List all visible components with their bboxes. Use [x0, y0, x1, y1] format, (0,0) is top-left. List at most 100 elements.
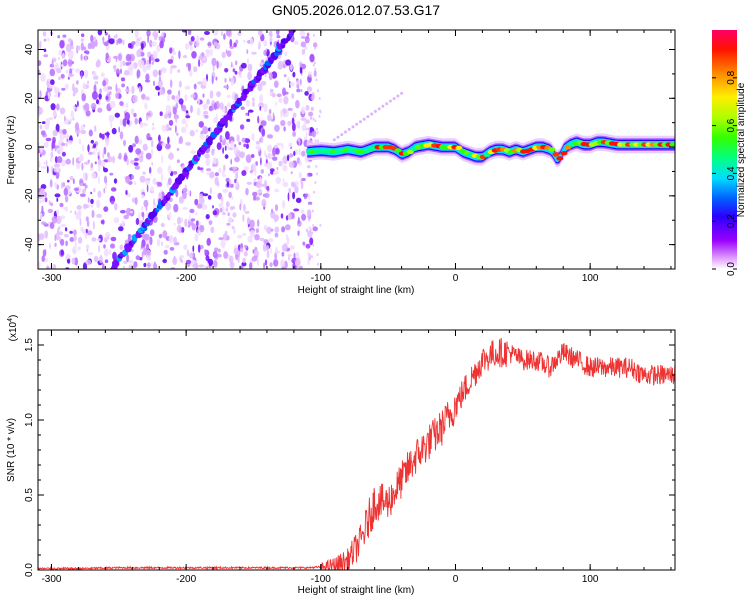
snr-xtick-label: -200	[176, 574, 196, 585]
heatmap-speckle	[139, 175, 146, 183]
heatmap-speckle	[56, 156, 63, 164]
heatmap-speckle	[201, 52, 205, 57]
heatmap-ridge-core	[564, 145, 572, 150]
heatmap-speckle	[311, 131, 316, 137]
heatmap-speckle	[288, 187, 292, 194]
heatmap-speckle	[72, 178, 75, 185]
heatmap-speckle	[318, 114, 321, 118]
heatmap-speckle	[189, 130, 195, 137]
heatmap-speckle	[240, 106, 245, 110]
heatmap-speckle	[272, 112, 275, 120]
heatmap-speckle	[255, 161, 258, 166]
heatmap-speckle	[39, 124, 43, 130]
heatmap-speckle	[306, 86, 313, 92]
heatmap-speckle	[54, 234, 57, 242]
heatmap-speckle	[248, 109, 254, 113]
heatmap-speckle	[175, 116, 178, 124]
heatmap-speckle	[62, 34, 67, 38]
heatmap-speckle	[187, 63, 191, 72]
heatmap-speckle	[282, 64, 286, 69]
heatmap-speckle	[221, 199, 224, 206]
heatmap-speckle	[274, 232, 279, 238]
heatmap-speckle	[199, 37, 205, 41]
heatmap-speckle	[143, 262, 147, 268]
heatmap-speckle	[292, 71, 296, 78]
heatmap-speckle	[67, 179, 70, 183]
heatmap-speckle	[225, 30, 231, 37]
heatmap-speckle	[64, 227, 68, 232]
heatmap-speckle	[93, 188, 96, 193]
heatmap-ridge-core	[548, 147, 556, 152]
heatmap-speckle	[105, 52, 109, 60]
heatmap-speckle	[91, 172, 96, 179]
heatmap-speckle	[197, 81, 203, 85]
heatmap-speckle	[127, 66, 132, 72]
heatmap-speckle	[228, 216, 233, 222]
heatmap-speckle	[177, 95, 180, 99]
heatmap-speckle	[105, 231, 111, 239]
heatmap-speckle	[127, 234, 132, 239]
heatmap-speckle	[58, 76, 61, 81]
heatmap-speckle	[129, 61, 132, 65]
heatmap-speckle	[94, 81, 99, 85]
heatmap-speckle	[240, 247, 244, 253]
heatmap-speckle	[81, 93, 86, 102]
heatmap-speckle	[133, 112, 137, 118]
heatmap-speckle	[303, 120, 306, 130]
heatmap-speckle	[165, 143, 171, 150]
snr-multiplier-base: (x10	[8, 321, 19, 341]
heatmap-speckle	[58, 49, 62, 56]
heatmap-speckle	[224, 230, 228, 236]
heatmap-faint-blob	[340, 133, 344, 137]
heatmap-speckle	[46, 165, 49, 174]
heatmap-speckle	[228, 76, 231, 82]
heatmap-speckle	[158, 134, 161, 142]
heatmap-speckle	[120, 209, 126, 214]
spectrogram-xtick-label: -100	[311, 273, 331, 284]
heatmap-speckle	[224, 154, 229, 159]
heatmap-speckle	[135, 217, 140, 226]
heatmap-speckle	[123, 214, 129, 220]
heatmap-speckle	[312, 226, 318, 232]
heatmap-speckle	[147, 34, 150, 44]
heatmap-speckle	[257, 30, 263, 37]
heatmap-faint-blob	[392, 97, 396, 101]
heatmap-speckle	[74, 210, 77, 216]
heatmap-speckle	[43, 54, 49, 58]
heatmap-speckle	[246, 58, 250, 64]
heatmap-speckle	[98, 149, 101, 157]
heatmap-speckle	[176, 216, 182, 225]
heatmap-speckle	[158, 75, 162, 82]
heatmap-speckle	[275, 101, 278, 106]
heatmap-faint-blob	[366, 115, 370, 119]
heatmap-speckle	[59, 202, 64, 208]
heatmap-speckle	[79, 193, 86, 197]
heatmap-speckle	[305, 131, 308, 139]
heatmap-speckle	[303, 194, 307, 200]
heatmap-speckle	[295, 257, 301, 267]
heatmap-speckle	[194, 233, 199, 242]
heatmap-speckle	[305, 243, 311, 249]
heatmap-speckle	[255, 181, 262, 189]
heatmap-speckle	[100, 160, 105, 168]
heatmap-speckle	[126, 254, 129, 263]
heatmap-speckle	[44, 122, 50, 131]
heatmap-ridge-core	[406, 149, 414, 155]
heatmap-speckle	[104, 132, 110, 136]
heatmap-speckle	[72, 105, 76, 110]
heatmap-speckle	[124, 112, 131, 121]
heatmap-faint-blob	[370, 112, 374, 116]
heatmap-speckle	[284, 224, 291, 231]
heatmap-speckle	[284, 51, 288, 57]
heatmap-speckle	[205, 50, 210, 58]
heatmap-speckle	[204, 264, 208, 269]
heatmap-speckle	[69, 237, 75, 242]
heatmap-speckle	[224, 68, 229, 73]
heatmap-speckle	[175, 102, 179, 110]
heatmap-speckle	[169, 67, 172, 75]
heatmap-speckle	[73, 187, 79, 191]
heatmap-speckle	[281, 142, 284, 150]
colorbar-tick-label: 0.8	[726, 70, 737, 84]
heatmap-speckle	[141, 194, 145, 199]
heatmap-speckle	[62, 128, 67, 135]
